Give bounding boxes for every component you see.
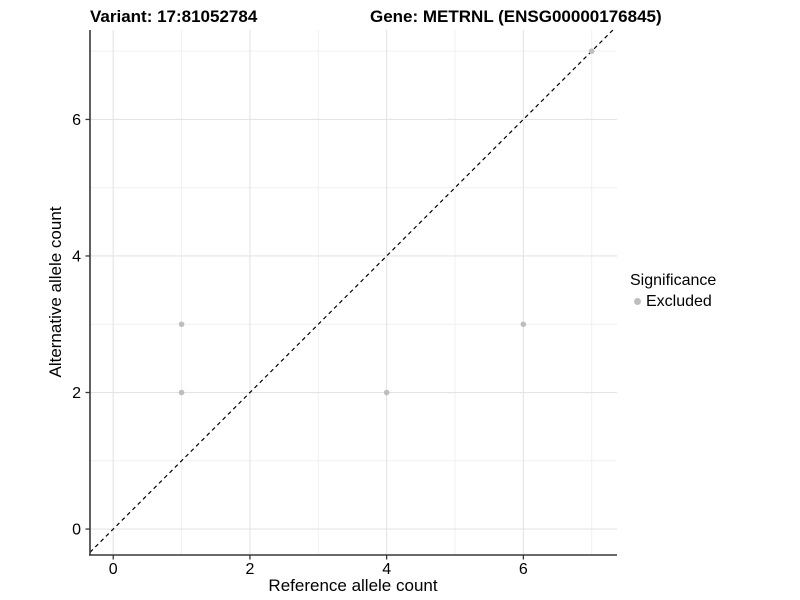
excluded-point-icon: [634, 297, 641, 305]
y-axis-label: Alternative allele count: [46, 206, 65, 378]
legend: Significance Excluded: [630, 272, 716, 310]
x-tick-label: 2: [245, 561, 254, 578]
data-point: [383, 389, 390, 396]
y-tick-label: 0: [72, 522, 81, 539]
x-tick-label: 4: [382, 561, 391, 578]
data-point: [178, 389, 185, 396]
legend-title: Significance: [630, 272, 717, 289]
data-point: [178, 321, 185, 328]
y-tick-label: 4: [72, 248, 81, 265]
identity-dashed-line: [89, 29, 614, 553]
data-point: [520, 321, 527, 328]
legend-entry-label: Excluded: [646, 292, 712, 310]
data-point: [588, 48, 595, 54]
x-tick-label: 0: [109, 561, 118, 578]
x-axis-label: Reference allele count: [268, 576, 438, 595]
gene-title: Gene: METRNL (ENSG00000176845): [370, 7, 662, 26]
variant-title: Variant: 17:81052784: [90, 7, 258, 26]
legend-entry-excluded: Excluded: [630, 293, 716, 311]
y-tick-label: 2: [72, 385, 81, 402]
y-tick-label: 6: [72, 112, 81, 129]
x-tick-label: 6: [519, 561, 528, 578]
